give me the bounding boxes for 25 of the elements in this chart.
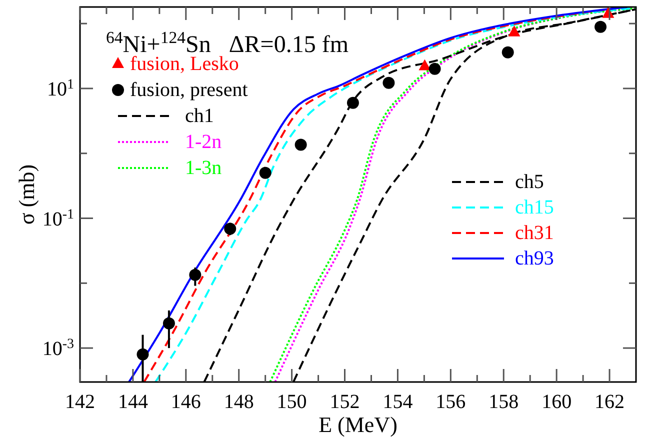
- y-tick-label: 10$^{1}$: [47, 76, 74, 100]
- legend-label: fusion, Lesko: [130, 53, 239, 75]
- legend-label: ch5: [515, 171, 544, 193]
- legend-label: 1-3n: [185, 157, 222, 179]
- legend-label: 1-2n: [185, 131, 222, 153]
- x-axis-title: E (MeV): [318, 412, 398, 437]
- x-tick-label: 146: [170, 391, 201, 413]
- x-tick-label: 154: [382, 391, 413, 413]
- x-tick-label: 142: [65, 391, 95, 413]
- x-tick-label: 160: [542, 391, 572, 413]
- legend-label: ch15: [515, 196, 554, 218]
- x-tick-label: 156: [436, 391, 466, 413]
- x-tick-label: 148: [224, 391, 254, 413]
- x-tick-label: 162: [594, 391, 625, 413]
- x-tick-label: 144: [118, 391, 148, 413]
- y-tick-label: 10$^{-3}$: [42, 336, 74, 360]
- y-axis-title: σ (mb): [14, 164, 39, 225]
- x-tick-label: 152: [330, 391, 360, 413]
- legend-label: ch1: [185, 105, 214, 127]
- y-tick-label: 10$^{-1}$: [42, 206, 74, 230]
- legend-label: ch93: [515, 248, 554, 270]
- x-tick-label: 150: [276, 391, 307, 413]
- x-tick-label: 158: [488, 391, 519, 413]
- legend-label: ch31: [515, 222, 554, 244]
- legend-label: fusion, present: [130, 79, 248, 101]
